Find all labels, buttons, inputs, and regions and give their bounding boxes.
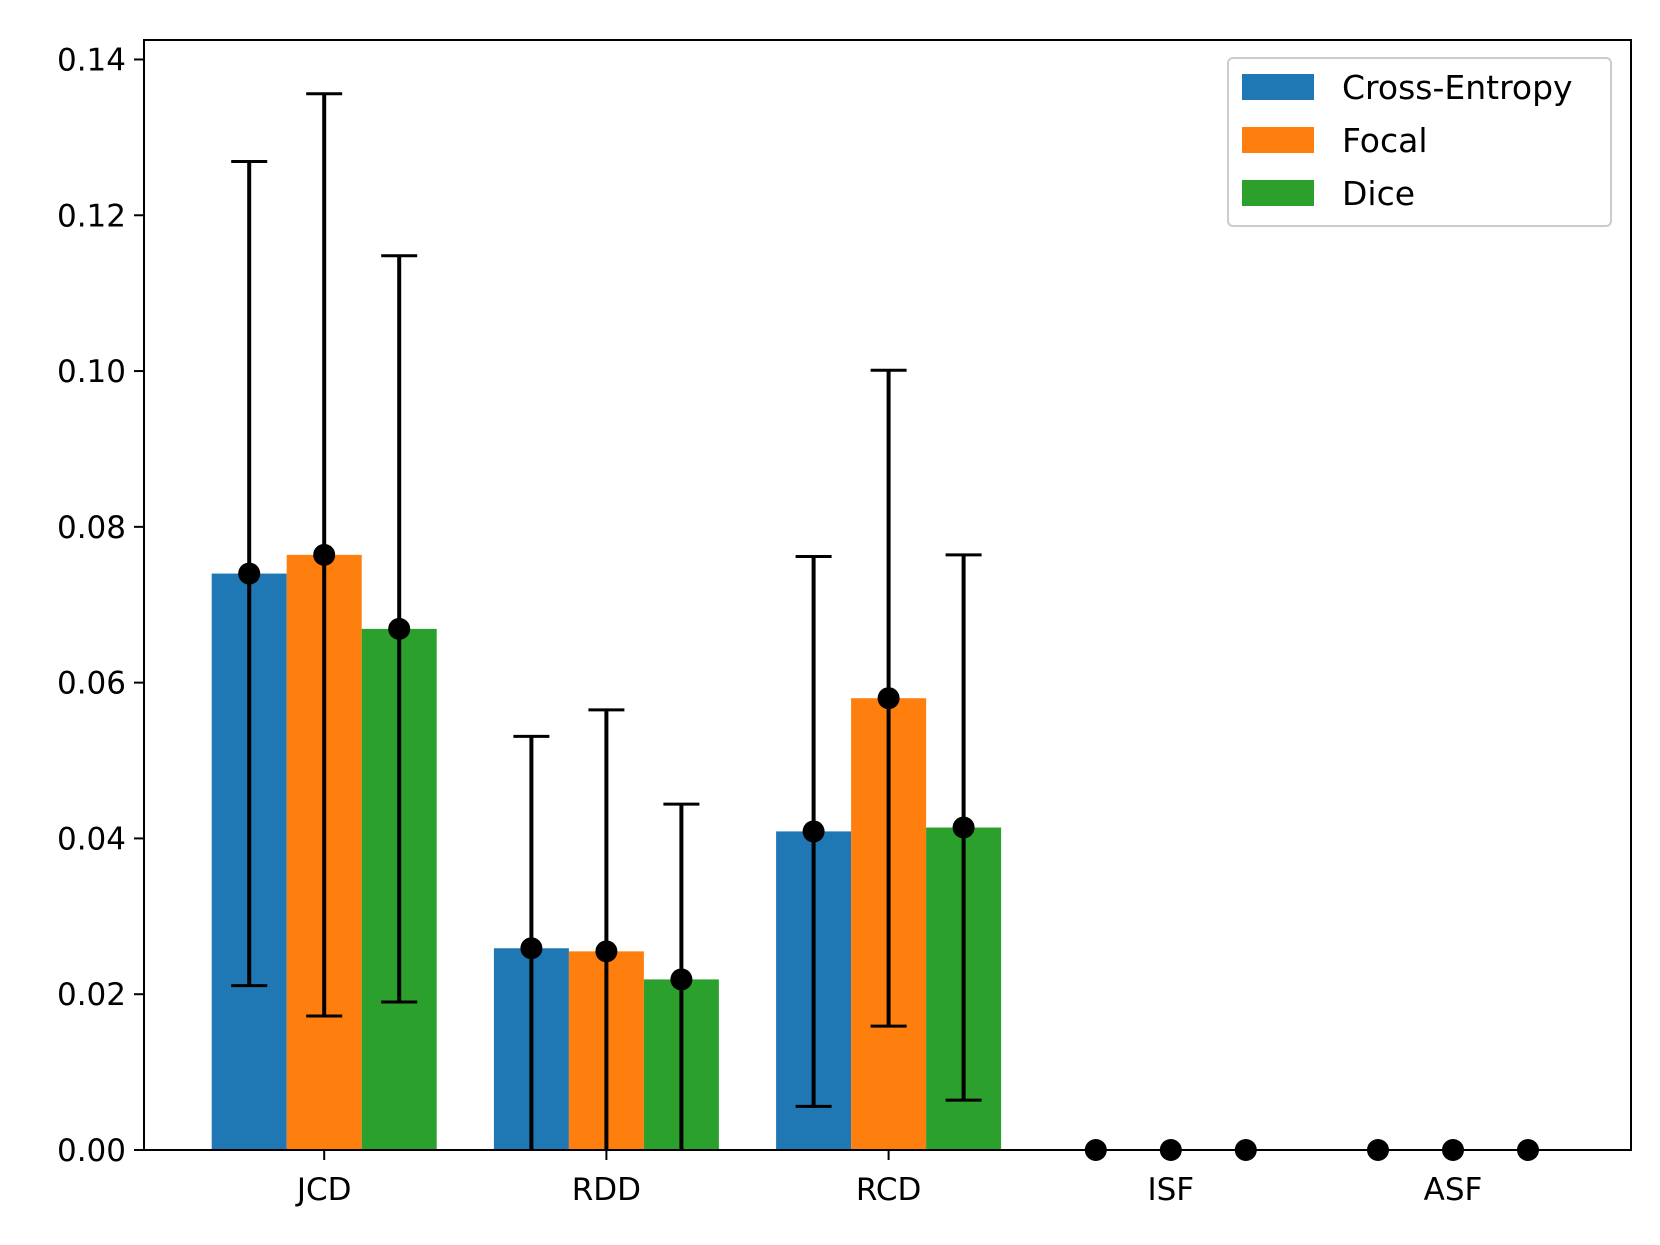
legend-box [1227,57,1612,227]
y-tick-label: 0.04 [57,821,126,857]
y-axis: 0.00 0.02 0.04 0.06 0.08 0.10 0.12 0.14 [57,42,144,1169]
mean-point [877,687,900,710]
legend-label: Dice [1342,174,1415,213]
x-tick-label: ASF [1424,1172,1483,1208]
legend-label: Focal [1342,121,1428,160]
legend-swatch [1242,180,1314,206]
plot-frame [143,39,1632,1151]
y-tick-label: 0.06 [57,666,126,702]
mean-point [520,937,543,960]
x-axis: JCD RDD RCD ISF ASF [295,1150,1482,1208]
legend: Cross-Entropy Focal Dice [1227,57,1612,227]
mean-point [952,816,975,839]
mean-point [595,940,618,963]
legend-swatch [1242,127,1314,153]
y-tick-label: 0.00 [57,1133,126,1169]
x-tick-label: RDD [572,1172,641,1208]
y-tick-label: 0.12 [57,198,126,234]
x-tick-label: JCD [295,1172,352,1208]
mean-point [313,543,336,566]
y-tick-label: 0.02 [57,977,126,1013]
mean-point [670,968,693,991]
x-tick-label: ISF [1147,1172,1194,1208]
mean-point [802,820,825,843]
y-tick-label: 0.10 [57,354,126,390]
mean-point [238,562,261,585]
x-tick-label: RCD [856,1172,922,1208]
y-tick-label: 0.14 [57,42,126,78]
y-tick-label: 0.08 [57,510,126,546]
mean-point [388,617,411,640]
legend-label: Cross-Entropy [1342,68,1573,107]
legend-swatch [1242,74,1314,100]
